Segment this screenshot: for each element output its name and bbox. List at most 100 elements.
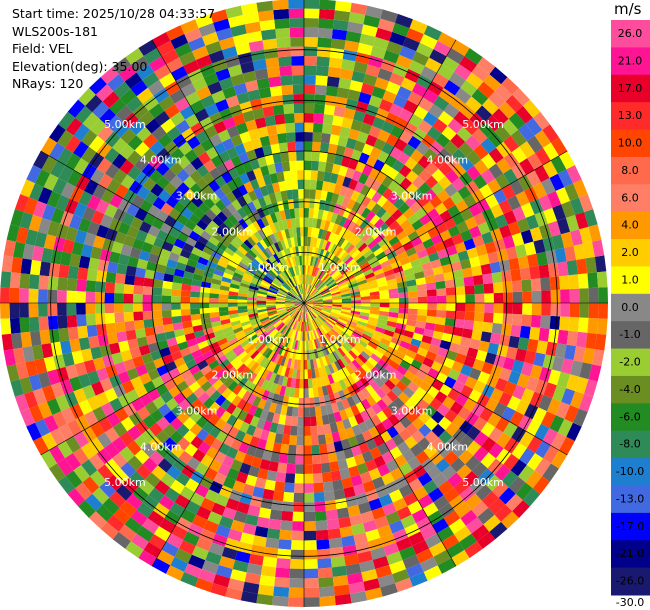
ppi-range-gate	[316, 269, 323, 279]
ppi-range-gate	[225, 95, 240, 108]
ppi-range-gate	[365, 210, 376, 222]
ppi-range-gate	[301, 284, 303, 294]
ppi-range-gate	[519, 158, 535, 175]
ppi-range-gate	[323, 490, 336, 502]
ppi-range-gate	[516, 373, 530, 389]
ppi-range-gate	[252, 338, 262, 348]
ppi-range-gate	[297, 303, 304, 311]
ppi-range-gate	[347, 504, 361, 517]
ppi-range-gate	[393, 397, 405, 409]
ppi-range-gate	[204, 225, 216, 236]
ppi-range-gate	[310, 289, 319, 297]
ppi-range-gate	[468, 203, 482, 217]
ppi-range-gate	[365, 344, 376, 354]
ppi-range-gate	[409, 19, 428, 34]
ppi-range-gate	[460, 336, 472, 348]
ppi-range-gate	[223, 218, 235, 230]
ppi-range-gate	[293, 198, 299, 209]
ppi-range-gate	[85, 303, 96, 315]
ppi-range-gate	[312, 306, 322, 311]
ppi-range-gate	[40, 450, 57, 469]
ppi-range-gate	[281, 219, 289, 230]
ppi-range-gate	[151, 125, 167, 141]
ppi-range-gate	[475, 349, 488, 362]
ppi-range-gate	[216, 354, 228, 365]
ppi-range-gate	[511, 232, 525, 247]
ppi-range-gate	[309, 256, 314, 266]
ppi-range-gate	[304, 521, 316, 531]
ppi-range-gate	[73, 123, 90, 142]
ppi-range-gate	[419, 231, 431, 243]
ppi-range-gate	[159, 347, 171, 358]
ppi-range-gate	[72, 141, 89, 159]
ppi-range-gate	[379, 298, 390, 303]
ppi-range-gate	[203, 520, 219, 534]
ppi-range-gate	[441, 465, 457, 481]
ppi-range-gate	[47, 303, 58, 317]
ppi-range-gate	[503, 381, 517, 396]
ppi-range-gate	[389, 298, 399, 303]
ppi-range-gate	[405, 183, 419, 196]
ppi-range-gate	[127, 135, 143, 151]
ppi-range-gate	[240, 339, 251, 348]
ppi-range-gate	[130, 80, 148, 97]
ppi-range-gate	[265, 183, 275, 195]
ppi-range-gate	[112, 169, 128, 184]
ppi-range-gate	[276, 308, 287, 314]
ppi-range-gate	[377, 372, 389, 384]
ppi-range-gate	[225, 191, 237, 204]
ppi-range-gate	[286, 463, 296, 474]
ppi-range-gate	[396, 86, 412, 100]
ppi-range-gate	[240, 229, 251, 240]
ppi-range-gate	[229, 283, 240, 290]
ppi-range-gate	[399, 177, 413, 190]
ppi-range-gate	[249, 495, 263, 508]
ppi-range-gate	[285, 297, 295, 301]
ppi-range-gate	[459, 486, 476, 503]
ppi-range-gate	[323, 171, 332, 183]
ppi-range-gate	[237, 387, 248, 399]
ppi-range-gate	[469, 256, 481, 268]
ppi-range-gate	[405, 410, 419, 423]
ppi-range-gate	[304, 103, 315, 114]
ppi-range-gate	[213, 472, 227, 486]
ppi-range-gate	[588, 364, 602, 382]
ppi-range-gate	[289, 27, 304, 38]
ppi-range-gate	[323, 334, 330, 345]
ppi-range-gate	[120, 349, 133, 362]
ppi-range-gate	[320, 462, 331, 474]
ppi-range-gate	[246, 424, 257, 436]
ppi-range-gate	[105, 271, 117, 284]
ppi-range-gate	[274, 277, 283, 286]
azimuth-line	[303, 150, 568, 304]
ppi-range-gate	[125, 48, 144, 65]
ppi-range-gate	[338, 516, 352, 529]
ppi-range-gate	[350, 223, 360, 234]
ppi-range-gate	[247, 190, 258, 202]
ppi-range-gate	[235, 122, 249, 135]
ppi-range-gate	[526, 453, 543, 471]
ppi-range-gate	[404, 273, 416, 282]
ppi-range-gate	[266, 528, 281, 540]
ppi-range-gate	[60, 340, 72, 355]
ppi-range-gate	[414, 207, 427, 220]
ppi-range-gate	[369, 214, 381, 226]
ppi-range-gate	[515, 348, 527, 362]
ppi-range-gate	[273, 363, 281, 374]
ppi-range-gate	[50, 249, 63, 265]
ppi-range-gate	[424, 161, 439, 176]
ppi-range-gate	[323, 250, 330, 261]
ppi-range-gate	[183, 417, 196, 431]
ppi-range-gate	[313, 247, 319, 258]
ppi-range-gate	[360, 510, 375, 524]
ppi-range-gate	[194, 354, 206, 365]
ppi-range-gate	[263, 336, 273, 346]
ppi-range-gate	[150, 183, 164, 197]
ppi-range-gate	[282, 501, 294, 512]
ppi-range-gate	[367, 256, 378, 265]
ppi-range-gate	[294, 388, 300, 398]
ppi-range-gate	[226, 125, 240, 139]
ppi-range-gate	[130, 376, 144, 390]
ppi-range-gate	[124, 320, 136, 332]
ppi-range-gate	[267, 326, 276, 335]
